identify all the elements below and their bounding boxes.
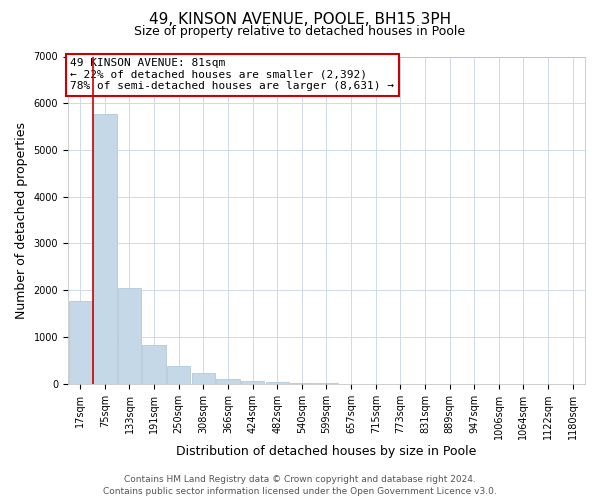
Bar (93, 114, 116, 384)
Text: Size of property relative to detached houses in Poole: Size of property relative to detached ho… (134, 25, 466, 38)
Bar (142, 345, 166, 384)
Bar (68, 300, 92, 384)
Bar (216, 378, 239, 384)
Text: Contains HM Land Registry data © Crown copyright and database right 2024.
Contai: Contains HM Land Registry data © Crown c… (103, 474, 497, 496)
Bar (118, 288, 141, 384)
Bar (241, 381, 264, 384)
Y-axis label: Number of detached properties: Number of detached properties (15, 122, 28, 318)
Text: 49, KINSON AVENUE, POOLE, BH15 3PH: 49, KINSON AVENUE, POOLE, BH15 3PH (149, 12, 451, 28)
Bar (191, 373, 215, 384)
Text: 49 KINSON AVENUE: 81sqm
← 22% of detached houses are smaller (2,392)
78% of semi: 49 KINSON AVENUE: 81sqm ← 22% of detache… (70, 58, 394, 92)
X-axis label: Distribution of detached houses by size in Poole: Distribution of detached houses by size … (176, 444, 476, 458)
Bar (266, 382, 289, 384)
Bar (167, 366, 190, 384)
